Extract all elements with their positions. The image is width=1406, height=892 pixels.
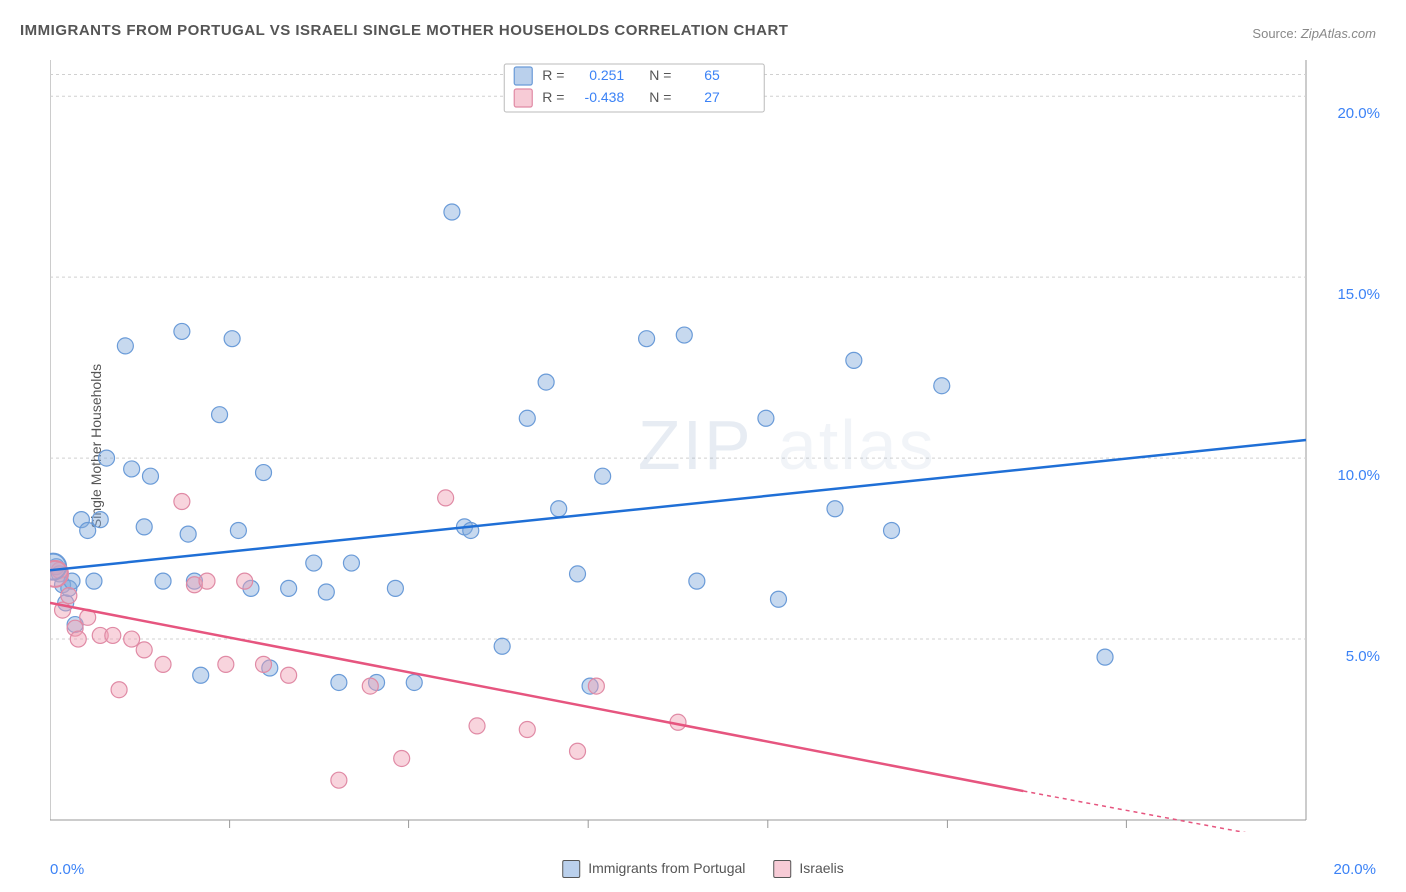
legend-label: Immigrants from Portugal: [588, 860, 745, 876]
svg-text:5.0%: 5.0%: [1346, 648, 1380, 665]
source-attribution: Source: ZipAtlas.com: [1252, 26, 1376, 41]
svg-text:ZIP: ZIP: [638, 406, 753, 484]
chart-title: IMMIGRANTS FROM PORTUGAL VS ISRAELI SING…: [20, 22, 788, 39]
svg-text:15.0%: 15.0%: [1337, 286, 1380, 303]
svg-text:20.0%: 20.0%: [1337, 105, 1380, 122]
svg-text:R =: R =: [542, 89, 564, 105]
svg-text:65: 65: [704, 67, 720, 83]
legend-item-israelis: Israelis: [773, 860, 843, 878]
svg-text:-0.438: -0.438: [585, 89, 625, 105]
svg-text:27: 27: [704, 89, 720, 105]
svg-text:R =: R =: [542, 67, 564, 83]
bottom-legend: Immigrants from Portugal Israelis: [562, 860, 844, 878]
svg-text:10.0%: 10.0%: [1337, 467, 1380, 484]
plot-svg: 5.0% 10.0% 15.0% 20.0% ZIP atlas R = 0.251 N = 65…: [50, 60, 1386, 832]
scatter-plot: 5.0% 10.0% 15.0% 20.0% ZIP atlas R = 0.251 N = 65…: [50, 60, 1386, 832]
legend-swatch-pink: [773, 860, 791, 878]
svg-text:0.251: 0.251: [589, 67, 624, 83]
svg-text:N =: N =: [649, 67, 671, 83]
source-value: ZipAtlas.com: [1301, 26, 1376, 41]
legend-label: Israelis: [799, 860, 843, 876]
x-axis-min-label: 0.0%: [50, 861, 84, 878]
x-axis-max-label: 20.0%: [1333, 861, 1376, 878]
legend-item-portugal: Immigrants from Portugal: [562, 860, 745, 878]
legend-swatch-blue: [562, 860, 580, 878]
source-label: Source:: [1252, 26, 1297, 41]
svg-text:atlas: atlas: [778, 406, 936, 484]
svg-text:N =: N =: [649, 89, 671, 105]
